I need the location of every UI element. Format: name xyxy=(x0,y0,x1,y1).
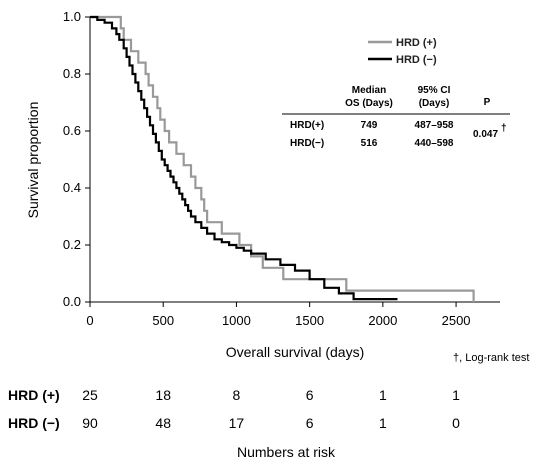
table-row-1-median: 749 xyxy=(361,120,378,131)
legend-label-hrd-pos: HRD (+) xyxy=(396,37,437,49)
risk-row-1-value-1: 18 xyxy=(155,387,171,403)
table-row-2-median: 516 xyxy=(361,138,378,149)
risk-row-2-value-3: 6 xyxy=(306,415,314,431)
risk-row-1-value-4: 1 xyxy=(379,387,387,403)
table-header-ci-2: (Days) xyxy=(419,98,450,109)
series-hrd-negative-curve xyxy=(90,15,398,301)
table-header-ci-1: 95% CI xyxy=(418,85,451,96)
table-row-1-ci: 487–958 xyxy=(415,120,454,131)
risk-table-title: Numbers at risk xyxy=(237,444,336,460)
x-tick-label-1: 500 xyxy=(152,313,174,328)
risk-row-2-value-5: 0 xyxy=(452,415,460,431)
y-tick-label-1: 0.2 xyxy=(63,237,81,252)
risk-row-1-label: HRD (+) xyxy=(8,387,60,403)
x-tick-label-2: 1000 xyxy=(222,313,251,328)
table-row-2-group: HRD(−) xyxy=(290,138,324,149)
table-row-2-ci: 440–598 xyxy=(415,138,454,149)
y-tick-label-3: 0.6 xyxy=(63,123,81,138)
table-row-1-group: HRD(+) xyxy=(290,120,324,131)
series-hrd-positive-curve xyxy=(90,15,475,302)
y-axis-title: Survival proportion xyxy=(25,102,41,219)
risk-row-2-label: HRD (−) xyxy=(8,415,60,431)
y-tick-label-2: 0.4 xyxy=(63,180,81,195)
risk-row-2-value-2: 17 xyxy=(229,415,245,431)
risk-row-2-value-1: 48 xyxy=(155,415,171,431)
risk-row-2-value-4: 1 xyxy=(379,415,387,431)
x-tick-label-3: 1500 xyxy=(295,313,324,328)
table-header-p: P xyxy=(484,97,491,108)
series-layer xyxy=(90,15,475,302)
risk-row-1-value-0: 25 xyxy=(82,387,98,403)
legend: HRD (+) HRD (−) xyxy=(368,37,437,66)
x-tick-label-5: 2500 xyxy=(442,313,471,328)
table-p-marker: † xyxy=(501,123,507,134)
footnote: †, Log-rank test xyxy=(453,352,529,364)
x-axis-title: Overall survival (days) xyxy=(226,344,364,360)
legend-label-hrd-neg: HRD (−) xyxy=(396,54,437,66)
x-tick-label-0: 0 xyxy=(86,313,93,328)
table-header-median-1: Median xyxy=(352,85,386,96)
table-p-value: 0.047 xyxy=(473,129,498,140)
y-tick-label-5: 1.0 xyxy=(63,9,81,24)
x-tick-label-4: 2000 xyxy=(368,313,397,328)
y-tick-label-4: 0.8 xyxy=(63,66,81,81)
risk-table: HRD (+) HRD (−) 25 18 8 6 1 1 90 48 17 6 1 0 xyxy=(8,387,460,431)
y-tick-group: 0.0 0.2 0.4 0.6 0.8 1.0 xyxy=(63,9,90,309)
risk-row-2-value-0: 90 xyxy=(82,415,98,431)
x-tick-group: 0 500 1000 1500 2000 2500 xyxy=(86,302,471,328)
risk-row-1-value-2: 8 xyxy=(233,387,241,403)
risk-row-1-value-5: 1 xyxy=(452,387,460,403)
y-tick-label-0: 0.0 xyxy=(63,294,81,309)
stats-table: Median OS (Days) 95% CI (Days) P HRD(+) … xyxy=(282,85,510,149)
risk-row-1-value-3: 6 xyxy=(306,387,314,403)
table-header-median-2: OS (Days) xyxy=(345,98,393,109)
